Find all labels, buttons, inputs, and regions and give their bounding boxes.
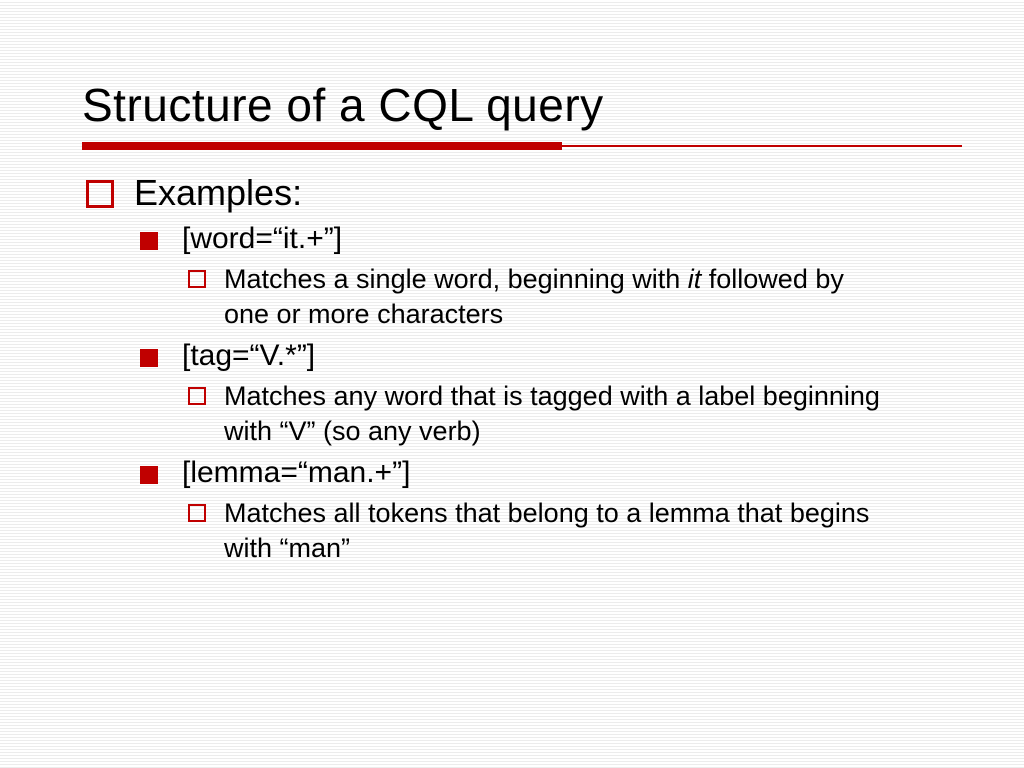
rule-thick [82,142,562,150]
example-item: [lemma=“man.+”] Matches all tokens that … [134,456,954,565]
example-code: [lemma=“man.+”] [182,456,410,489]
title-rule [82,142,962,150]
bullets-lvl3: Matches a single word, beginning with it… [182,262,954,331]
example-item: [tag=“V.*”] Matches any word that is tag… [134,339,954,448]
examples-section: Examples: [word=“it.+”] Matches a single… [82,172,954,565]
bullets-lvl3: Matches all tokens that belong to a lemm… [182,496,954,565]
desc-pre: Matches a single word, beginning with [224,264,688,294]
example-desc: Matches all tokens that belong to a lemm… [224,496,884,565]
example-desc: Matches any word that is tagged with a l… [224,379,884,448]
desc-pre: Matches all tokens that belong to a lemm… [224,498,869,563]
section-label: Examples: [134,172,302,213]
bullets-lvl1: Examples: [word=“it.+”] Matches a single… [82,172,954,565]
slide: Structure of a CQL query Examples: [word… [0,0,1024,768]
example-desc-item: Matches all tokens that belong to a lemm… [182,496,954,565]
desc-em: it [688,264,702,294]
example-desc: Matches a single word, beginning with it… [224,262,884,331]
example-code: [word=“it.+”] [182,222,342,255]
example-desc-item: Matches a single word, beginning with it… [182,262,954,331]
example-desc-item: Matches any word that is tagged with a l… [182,379,954,448]
bullets-lvl2: [word=“it.+”] Matches a single word, beg… [134,222,954,565]
desc-pre: Matches any word that is tagged with a l… [224,381,880,446]
slide-title: Structure of a CQL query [82,78,954,132]
example-code: [tag=“V.*”] [182,339,315,372]
bullets-lvl3: Matches any word that is tagged with a l… [182,379,954,448]
example-item: [word=“it.+”] Matches a single word, beg… [134,222,954,331]
